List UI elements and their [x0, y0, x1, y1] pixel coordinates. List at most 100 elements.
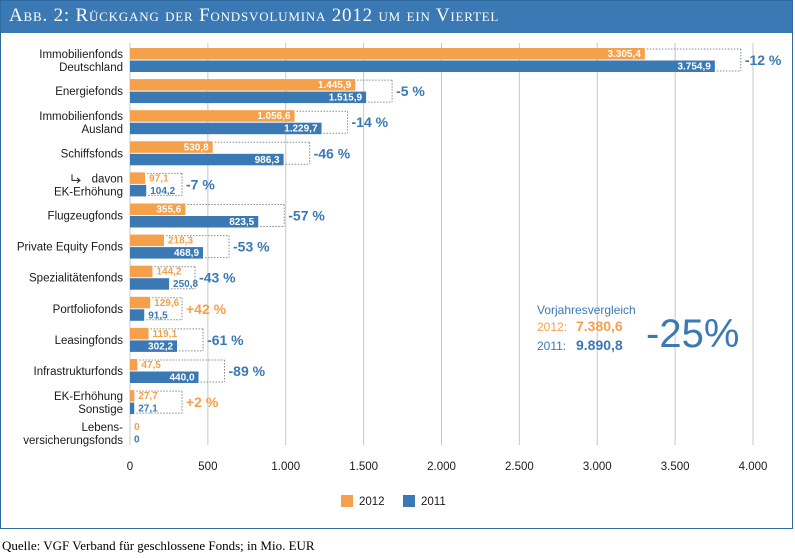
value-label-2012: 119,1 [153, 329, 178, 340]
bar-2012 [130, 265, 153, 278]
bar-2012 [130, 110, 295, 122]
x-tick-label: 500 [198, 461, 217, 473]
bar-chart: 0 500 1.000 1.500 2.000 2.500 3.000 3.500 4.000 I… [17, 43, 782, 508]
bar-2011 [130, 340, 178, 352]
value-label-2012: 3.305,4 [607, 49, 641, 60]
value-label-2012: 129,6 [154, 298, 179, 309]
bar-2012 [130, 172, 146, 184]
category-label: EK-Erhöhung [54, 186, 123, 198]
value-label-2011: 1.515,9 [329, 93, 363, 104]
percent-change-label: -61 % [207, 332, 244, 348]
value-label-2011: 104,2 [150, 186, 175, 197]
percent-change-label: -7 % [186, 176, 215, 192]
value-label-2011: 250,8 [173, 279, 198, 290]
x-tick-label: 3.500 [661, 461, 690, 473]
bar-2012 [130, 234, 165, 247]
bar-2011 [130, 278, 170, 290]
sub-item-arrow-head-icon [76, 177, 81, 184]
value-label-2012: 218,3 [168, 236, 193, 247]
category-label: Schiffsfonds [61, 148, 124, 160]
summary-change: -25% [646, 312, 739, 356]
x-tick-label: 4.000 [739, 461, 768, 473]
bar-2012 [130, 359, 138, 371]
bar-2012 [130, 79, 356, 91]
value-label-2011: 468,9 [174, 248, 199, 259]
category-label: Immobilienfonds [39, 49, 123, 61]
percent-change-label: -5 % [396, 83, 425, 99]
value-label-2011: 302,2 [148, 341, 173, 352]
value-label-2012: 355,6 [156, 205, 181, 216]
category-label: Deutschland [59, 62, 123, 74]
bar-2012 [130, 48, 645, 60]
legend-swatch-2011 [403, 495, 415, 507]
x-tick-label: 2.500 [505, 461, 534, 473]
value-label-2012: 47,5 [141, 360, 161, 371]
value-label-2012: 144,2 [156, 267, 181, 278]
category-label: versicherungsfonds [23, 435, 123, 447]
bar-2012 [130, 141, 213, 153]
value-label-2012: 1.056,6 [257, 111, 291, 122]
bar-2012 [130, 296, 151, 309]
category-label: Private Equity Fonds [17, 242, 123, 254]
bar-2011 [130, 60, 715, 72]
category-label: Portfoliofonds [53, 304, 124, 316]
category-label: Spezialitätenfonds [29, 273, 123, 285]
x-tick-label: 1.000 [271, 461, 300, 473]
percent-change-label: -14 % [352, 114, 389, 130]
bar-2012 [130, 203, 186, 215]
x-tick-label: 2.000 [427, 461, 456, 473]
chart-header: Abb. 2: Rückgang der Fondsvolumina 2012 … [1, 1, 792, 33]
category-label: Immobilienfonds [39, 111, 123, 123]
summary-2011-label: 2011: [537, 339, 566, 353]
bar-2011 [130, 247, 204, 259]
x-tick-label: 3.000 [583, 461, 612, 473]
value-label-2012: 27,7 [138, 391, 158, 402]
summary-2012-label: 2012: [537, 320, 567, 334]
value-label-2011: 3.754,9 [677, 62, 711, 73]
value-label-2011: 91,5 [148, 310, 168, 321]
percent-change-label: -12 % [745, 52, 782, 68]
sub-item-arrow-icon [71, 174, 79, 181]
value-label-2011: 986,3 [255, 155, 280, 166]
summary-title: Vorjahresvergleich [537, 303, 636, 317]
category-label: Ausland [81, 124, 123, 136]
category-label: Flugzeugfonds [48, 211, 124, 223]
category-label: Energiefonds [55, 86, 123, 98]
percent-change-label: -46 % [314, 145, 351, 161]
percent-change-label: -89 % [229, 363, 266, 379]
summary-2011-value: 9.890,8 [576, 337, 623, 353]
bar-2011 [130, 216, 259, 228]
percent-change-label: -57 % [288, 208, 325, 224]
bar-2011 [130, 122, 322, 135]
summary-2012-value: 7.380,6 [576, 318, 623, 334]
bar-2011 [130, 371, 199, 383]
value-label-2012: 0 [134, 422, 140, 433]
source-note: Quelle: VGF Verband für geschlossene Fon… [2, 538, 315, 553]
value-label-2011: 27,1 [138, 404, 158, 415]
percent-change-label: +42 % [186, 301, 227, 317]
category-label: Sonstige [78, 404, 123, 416]
category-label: Lebens- [81, 422, 123, 434]
percent-change-label: +2 % [186, 394, 219, 410]
category-label: davon [92, 173, 123, 185]
value-label-2012: 97,1 [149, 173, 169, 184]
bar-2011 [130, 91, 367, 104]
legend-label-2011: 2011 [421, 496, 446, 508]
chart-frame: Abb. 2: Rückgang der Fondsvolumina 2012 … [0, 0, 793, 529]
legend-swatch-2012 [341, 495, 353, 507]
category-label: Leasingfonds [55, 335, 124, 347]
percent-change-label: -53 % [233, 239, 270, 255]
category-label: EK-Erhöhung [54, 391, 123, 403]
bar-2011 [130, 153, 284, 166]
bar-2012 [130, 327, 149, 340]
x-tick-label: 1.500 [349, 461, 378, 473]
chart-title: Abb. 2: Rückgang der Fondsvolumina 2012 … [9, 5, 500, 26]
percent-change-label: -43 % [199, 270, 236, 286]
bar-2011 [130, 402, 135, 415]
category-label: Infrastrukturfonds [34, 366, 124, 378]
value-label-2011: 1.229,7 [284, 124, 318, 135]
bar-2012 [130, 390, 135, 402]
legend-label-2012: 2012 [359, 496, 385, 508]
bar-2011 [130, 309, 145, 321]
value-label-2011: 440,0 [169, 373, 194, 384]
